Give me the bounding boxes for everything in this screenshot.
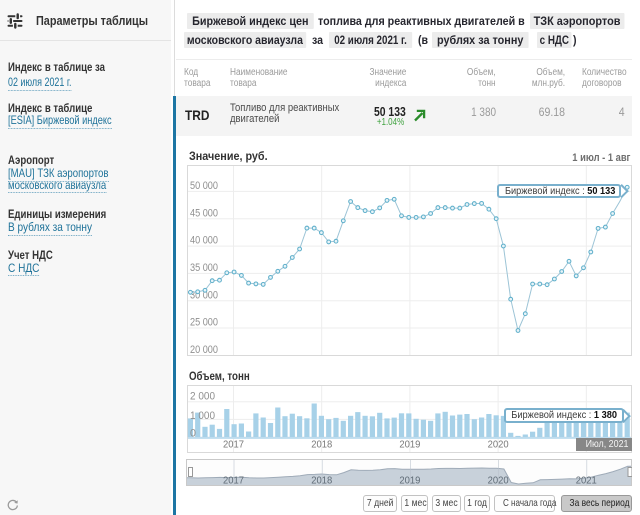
svg-text:25 000: 25 000: [190, 317, 218, 329]
svg-text:2021: 2021: [576, 475, 597, 487]
svg-text:35 000: 35 000: [190, 262, 218, 274]
svg-text:20 000: 20 000: [190, 344, 218, 356]
svg-text:50 000: 50 000: [190, 180, 218, 192]
svg-text:2018: 2018: [311, 439, 332, 451]
svg-text:2019: 2019: [399, 439, 420, 451]
svg-text:2020: 2020: [488, 439, 509, 451]
svg-text:2017: 2017: [223, 439, 244, 451]
svg-text:0: 0: [190, 427, 196, 439]
svg-text:40 000: 40 000: [190, 235, 218, 247]
svg-text:2020: 2020: [488, 475, 509, 487]
svg-text:2019: 2019: [399, 475, 420, 487]
svg-text:2017: 2017: [223, 475, 244, 487]
svg-text:2018: 2018: [311, 475, 332, 487]
svg-text:1 000: 1 000: [190, 410, 215, 422]
svg-text:2 000: 2 000: [190, 391, 215, 403]
svg-text:45 000: 45 000: [190, 207, 218, 219]
